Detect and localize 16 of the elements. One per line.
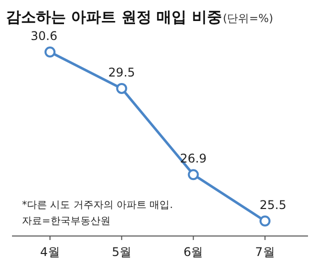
annotation: 자료=한국부동산원 (22, 216, 110, 227)
x-tick-label: 4월 (40, 245, 60, 259)
point (116, 82, 128, 94)
point (188, 169, 199, 180)
x-tick-label: 5월 (112, 245, 132, 259)
annotation: *다른 시도 거주자의 아파트 매입. (22, 200, 173, 211)
title: 감소하는 아파트 원정 매입 비중 (6, 8, 222, 26)
x-tick-label: 6월 (184, 245, 204, 259)
data-label: 25.5 (260, 198, 286, 212)
data-label: 29.5 (108, 65, 136, 80)
point (44, 46, 56, 58)
subtitle: (단위=%) (222, 12, 274, 25)
x-tick-label: 7월 (255, 245, 275, 259)
data-label: 30.6 (30, 29, 58, 43)
data-label: 26.9 (180, 152, 207, 166)
point (260, 216, 270, 226)
